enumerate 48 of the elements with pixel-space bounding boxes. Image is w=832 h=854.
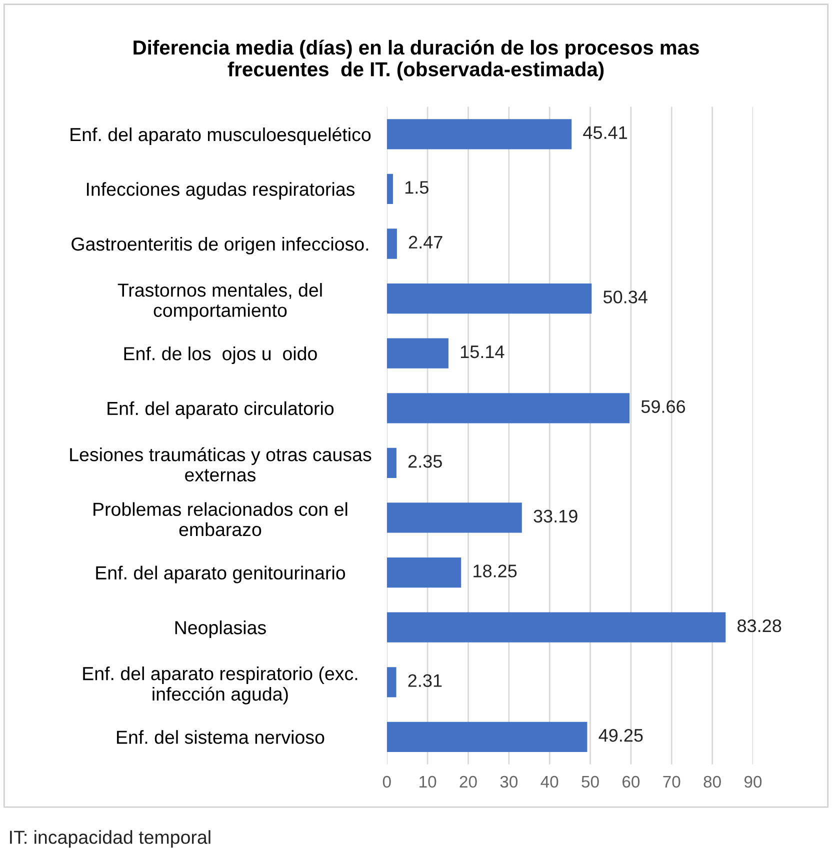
- x-tick-label: 60: [622, 776, 640, 788]
- x-tick-label: 10: [420, 776, 436, 788]
- bar: [386, 722, 588, 752]
- bar: [386, 119, 572, 150]
- y-tick-label: Enf. del sistema nervioso: [117, 730, 324, 744]
- bar: [386, 338, 448, 368]
- y-tick-label: Enf. del aparato genitourinario: [96, 566, 346, 584]
- bar: [386, 502, 522, 533]
- data-label: 18.25: [474, 564, 517, 578]
- data-label: 2.31: [408, 674, 442, 687]
- bar: [386, 612, 726, 642]
- bar: [386, 174, 393, 204]
- chart-title: Diferencia media (días) en la duración de los procesos mas frecuentes de IT. (observada-estimada): [134, 40, 699, 80]
- bar: [386, 448, 396, 478]
- bar: [386, 667, 396, 698]
- bar: [386, 393, 630, 424]
- data-label: 1.5: [405, 181, 428, 194]
- data-label: 33.19: [534, 510, 578, 523]
- y-tick-label: Enf. del aparato musculoesquelético: [70, 127, 371, 145]
- y-tick-label: Trastornos mentales, del comportamiento: [118, 283, 322, 321]
- data-label: 45.41: [583, 126, 627, 139]
- y-tick-label: Enf. de los ojos u oido: [124, 346, 317, 364]
- y-tick-label: Neoplasias: [175, 620, 266, 638]
- x-tick-label: 80: [704, 776, 721, 788]
- y-tick-label: Problemas relacionados con el embarazo: [94, 502, 348, 536]
- data-label: 83.28: [738, 619, 782, 632]
- text: IT: incapacidad temporal: [10, 830, 210, 848]
- data-label: 49.25: [598, 728, 643, 742]
- bar: [386, 557, 462, 588]
- y-tick-label: Enf. del aparato respiratorio (exc. infección aguda): [83, 666, 358, 704]
- y-tick-label: Gastroenteritis de origen infeccioso.: [72, 236, 368, 254]
- x-tick-label: 90: [744, 776, 762, 788]
- y-tick-label: Lesiones traumáticas y otras causas externas: [70, 447, 372, 482]
- x-tick-label: 0: [382, 776, 391, 788]
- y-tick-label: Enf. del aparato circulatorio: [108, 401, 334, 419]
- data-label: 2.35: [408, 455, 442, 468]
- data-label: 15.14: [460, 346, 504, 358]
- x-tick-label: 20: [460, 776, 477, 788]
- bar: [386, 228, 397, 259]
- data-label: 59.66: [641, 400, 686, 413]
- y-tick-label: Infecciones agudas respiratorias: [86, 182, 355, 200]
- data-label: 2.47: [408, 236, 442, 248]
- x-tick-label: 50: [582, 776, 599, 788]
- x-tick-label: 30: [500, 776, 518, 788]
- bar: [386, 283, 592, 314]
- data-label: 50.34: [603, 290, 648, 304]
- x-tick-label: 70: [663, 776, 680, 788]
- x-tick-label: 40: [540, 776, 558, 788]
